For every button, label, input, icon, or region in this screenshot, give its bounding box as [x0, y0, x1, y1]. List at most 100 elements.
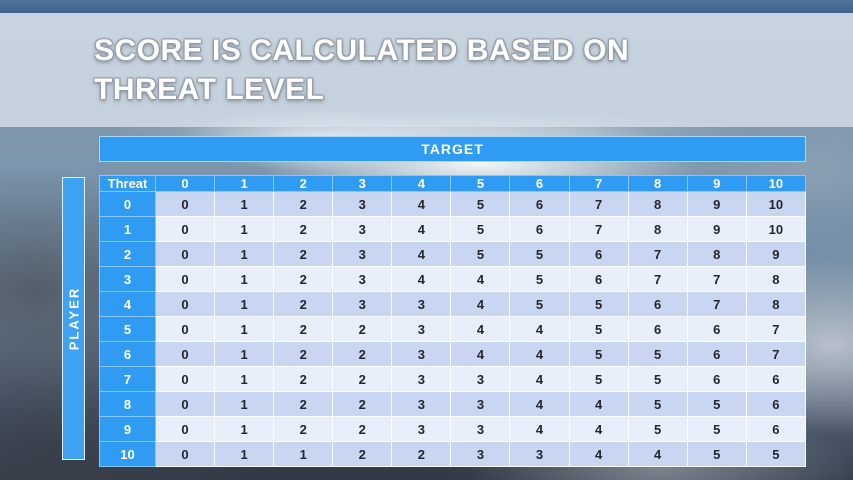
score-cell: 2	[273, 266, 334, 292]
score-cell: 1	[214, 416, 275, 442]
score-cell: 4	[450, 341, 511, 367]
score-cell: 6	[686, 316, 747, 342]
score-cell: 0	[154, 316, 216, 342]
score-cell: 4	[568, 391, 629, 417]
score-cell: 6	[627, 291, 688, 317]
score-cell: 2	[273, 291, 334, 317]
score-cell: 5	[509, 266, 570, 292]
header-row: Threat 0 1 2 3 4 5 6 7 8 9 10	[99, 175, 807, 192]
score-cell: 4	[450, 266, 511, 292]
score-cell: 3	[332, 266, 393, 292]
score-cell: 9	[686, 216, 747, 242]
score-cell: 5	[745, 441, 807, 467]
column-header-cell: 9	[686, 175, 747, 192]
score-cell: 2	[273, 341, 334, 367]
score-cell: 1	[214, 341, 275, 367]
column-header-cell: 2	[273, 175, 334, 192]
table-head: Threat 0 1 2 3 4 5 6 7 8 9 10	[99, 175, 807, 192]
score-cell: 3	[391, 341, 452, 367]
score-cell: 1	[214, 216, 275, 242]
score-cell: 4	[391, 191, 452, 217]
score-cell: 5	[627, 366, 688, 392]
column-header-cell: 8	[627, 175, 688, 192]
score-cell: 6	[509, 216, 570, 242]
score-cell: 5	[627, 341, 688, 367]
score-cell: 3	[450, 391, 511, 417]
score-cell: 3	[450, 416, 511, 442]
score-cell: 2	[273, 216, 334, 242]
row-header-cell: 2	[99, 241, 156, 267]
score-cell: 6	[686, 341, 747, 367]
score-cell: 3	[391, 291, 452, 317]
score-cell: 5	[450, 216, 511, 242]
row-header-cell: 3	[99, 266, 156, 292]
score-cell: 1	[214, 366, 275, 392]
row-header-cell: 8	[99, 391, 156, 417]
score-cell: 4	[509, 366, 570, 392]
column-header-cell: 5	[450, 175, 511, 192]
score-cell: 8	[686, 241, 747, 267]
score-cell: 6	[509, 191, 570, 217]
score-matrix-table: Threat 0 1 2 3 4 5 6 7 8 9 10 0 0 1 2 3 4 5 6 7 8 9 10 1 0 1 2 3 4 5 6…	[99, 175, 807, 467]
slide-title: SCORE IS CALCULATED BASED ON THREAT LEVE…	[94, 31, 629, 109]
score-cell: 4	[509, 416, 570, 442]
score-cell: 3	[450, 366, 511, 392]
score-cell: 1	[214, 391, 275, 417]
score-cell: 10	[745, 216, 807, 242]
score-cell: 5	[568, 291, 629, 317]
score-cell: 0	[154, 416, 216, 442]
row-header-cell: 6	[99, 341, 156, 367]
row-header-cell: 10	[99, 441, 156, 467]
score-cell: 8	[627, 216, 688, 242]
score-cell: 6	[686, 366, 747, 392]
score-cell: 7	[745, 316, 807, 342]
score-cell: 4	[509, 341, 570, 367]
score-cell: 2	[273, 241, 334, 267]
score-cell: 0	[154, 366, 216, 392]
score-cell: 5	[568, 366, 629, 392]
table-body: 0 0 1 2 3 4 5 6 7 8 9 10 1 0 1 2 3 4 5 6 7 8 9 10 2 0 1 2 3 4 5 5 6 7 8 9 3 0…	[99, 191, 807, 467]
score-cell: 3	[332, 241, 393, 267]
score-cell: 7	[568, 191, 629, 217]
score-cell: 3	[391, 416, 452, 442]
row-header-cell: 7	[99, 366, 156, 392]
score-cell: 5	[450, 191, 511, 217]
score-cell: 2	[273, 366, 334, 392]
score-cell: 3	[332, 191, 393, 217]
player-header-bar: PLAYER	[62, 177, 85, 460]
column-header-cell: 6	[509, 175, 570, 192]
title-band: SCORE IS CALCULATED BASED ON THREAT LEVE…	[0, 13, 853, 127]
score-cell: 3	[391, 316, 452, 342]
score-cell: 1	[214, 291, 275, 317]
score-cell: 4	[391, 241, 452, 267]
score-cell: 2	[332, 316, 393, 342]
score-cell: 7	[686, 266, 747, 292]
column-header-cell: 3	[332, 175, 393, 192]
score-cell: 1	[214, 316, 275, 342]
column-header-cell: 4	[391, 175, 452, 192]
score-row: 10 0 1 1 2 2 3 3 4 4 5 5	[99, 441, 807, 467]
score-cell: 2	[391, 441, 452, 467]
column-header-cell: 1	[214, 175, 275, 192]
score-cell: 1	[214, 441, 275, 467]
score-cell: 5	[686, 391, 747, 417]
score-cell: 5	[509, 291, 570, 317]
score-cell: 0	[154, 341, 216, 367]
score-row: 0 0 1 2 3 4 5 6 7 8 9 10	[99, 191, 807, 217]
score-cell: 9	[686, 191, 747, 217]
score-cell: 6	[745, 391, 807, 417]
score-cell: 6	[745, 366, 807, 392]
score-cell: 8	[627, 191, 688, 217]
score-cell: 5	[568, 316, 629, 342]
score-cell: 2	[332, 441, 393, 467]
score-cell: 6	[745, 416, 807, 442]
score-cell: 2	[332, 416, 393, 442]
row-header-cell: 1	[99, 216, 156, 242]
score-cell: 8	[745, 291, 807, 317]
score-cell: 7	[627, 241, 688, 267]
